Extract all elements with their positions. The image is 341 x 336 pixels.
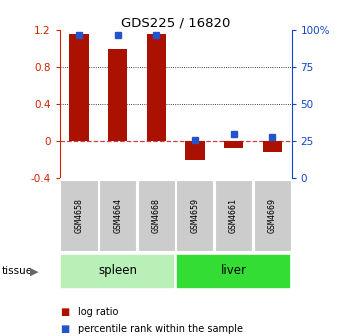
Bar	[108, 49, 127, 141]
Text: percentile rank within the sample: percentile rank within the sample	[78, 324, 243, 334]
Text: GSM4664: GSM4664	[113, 198, 122, 233]
Text: GSM4668: GSM4668	[152, 198, 161, 233]
Text: ■: ■	[60, 307, 69, 317]
Text: GSM4669: GSM4669	[268, 198, 277, 233]
Bar	[215, 179, 252, 251]
Text: ▶: ▶	[30, 266, 38, 276]
Bar	[69, 34, 89, 141]
Bar	[176, 254, 291, 289]
Text: GSM4659: GSM4659	[190, 198, 199, 233]
Text: GSM4661: GSM4661	[229, 198, 238, 233]
Text: spleen: spleen	[98, 264, 137, 277]
Bar	[99, 179, 136, 251]
Title: GDS225 / 16820: GDS225 / 16820	[121, 16, 230, 29]
Bar	[254, 179, 291, 251]
Text: ■: ■	[60, 324, 69, 334]
Bar	[185, 141, 205, 160]
Bar	[60, 179, 98, 251]
Text: liver: liver	[221, 264, 247, 277]
Text: log ratio: log ratio	[78, 307, 119, 317]
Bar	[60, 254, 175, 289]
Text: tissue: tissue	[2, 266, 33, 276]
Bar	[176, 179, 213, 251]
Bar	[263, 141, 282, 152]
Bar	[224, 141, 243, 148]
Bar	[138, 179, 175, 251]
Text: GSM4658: GSM4658	[74, 198, 84, 233]
Bar	[147, 34, 166, 141]
